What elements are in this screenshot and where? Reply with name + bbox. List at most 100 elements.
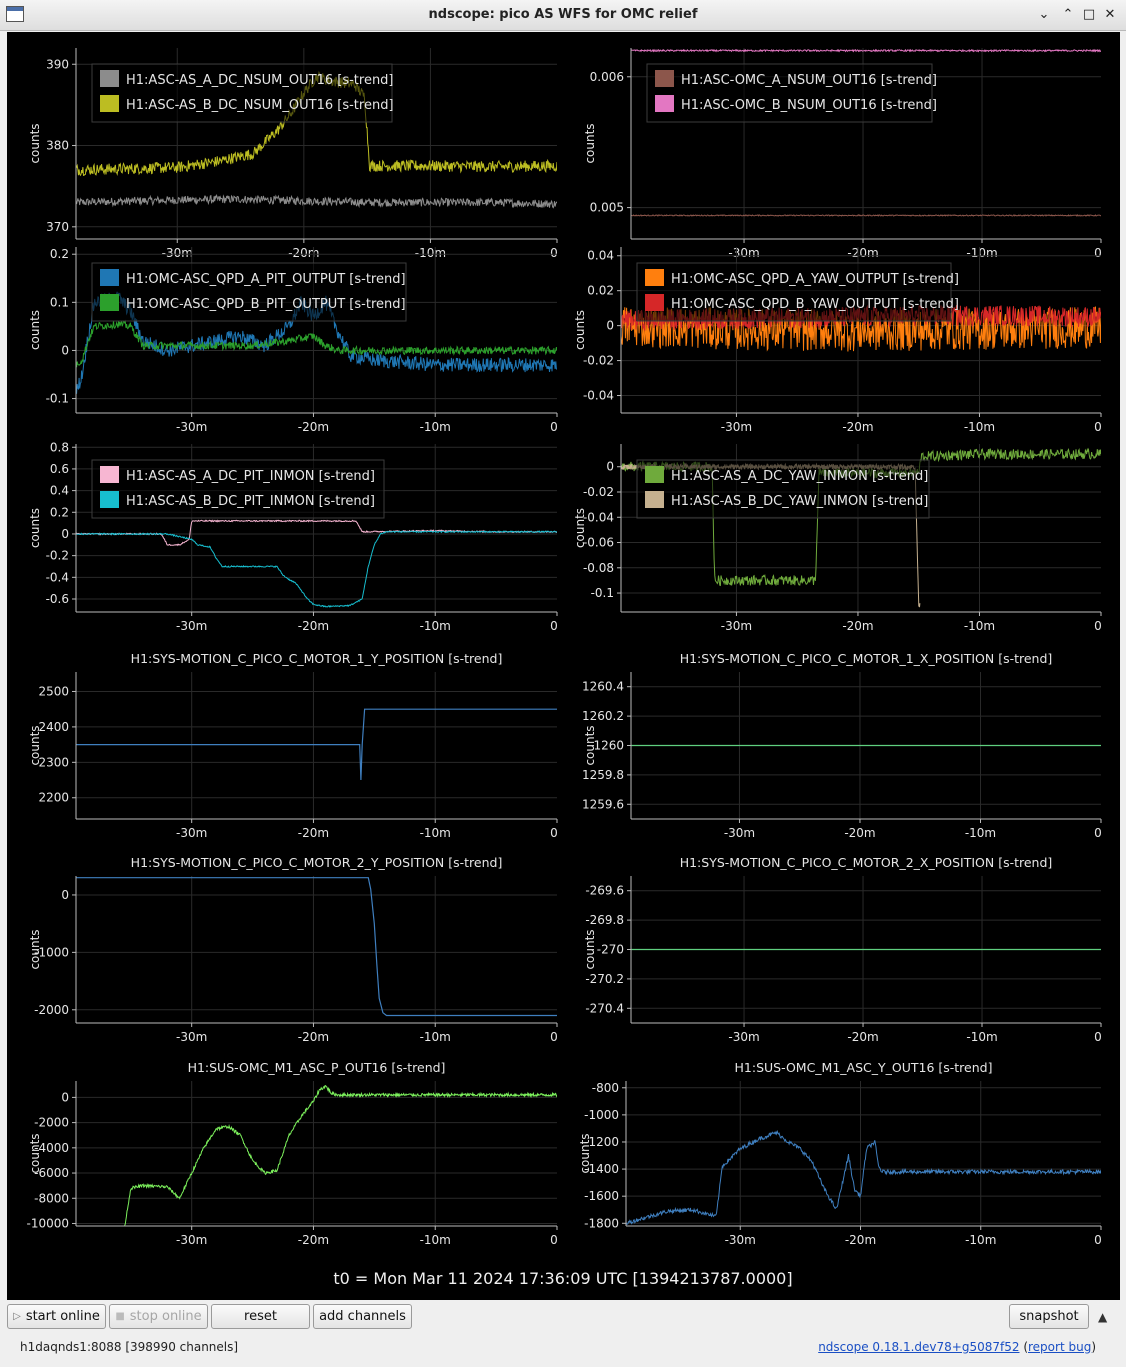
chart-7[interactable]: -30m -20m -10m 0 1259.6 1259.8 1260 1260.2 1260.… <box>582 651 1102 840</box>
series-line-8-0 <box>76 877 557 1017</box>
menu-chevron-icon[interactable]: ⌄ <box>1038 7 1050 22</box>
chart-9[interactable]: -30m -20m -10m 0 -270.4 -270.2 -270 -269.8 -269.… <box>583 855 1102 1044</box>
legend-swatch <box>645 294 664 311</box>
chart-8[interactable]: -30m -20m -10m 0 -2000 -1000 0 counts H1:SYS-MOT… <box>28 855 558 1044</box>
y-tick-label: -0.02 <box>583 354 614 368</box>
x-tick-label: 0 <box>550 246 558 260</box>
x-tick-label: -10m <box>964 619 995 633</box>
x-tick-label: -10m <box>415 246 446 260</box>
y-axis-label: counts <box>578 1133 592 1173</box>
y-axis-label: counts <box>28 123 42 163</box>
x-tick-label: -20m <box>845 1233 876 1247</box>
y-tick-label: -269.6 <box>585 884 624 898</box>
chart-title: H1:SYS-MOTION_C_PICO_C_MOTOR_2_X_POSITIO… <box>680 855 1053 870</box>
t0-label: t0 = Mon Mar 11 2024 17:36:09 UTC [13942… <box>333 1269 792 1288</box>
version-link[interactable]: ndscope 0.18.1.dev78+g5087f52 <box>818 1340 1020 1354</box>
legend-label: H1:ASC-AS_A_DC_PIT_INMON [s-trend] <box>126 469 375 484</box>
chart-5[interactable]: -30m -20m -10m 0 -0.1 -0.08 -0.06 -0.04 -0.02 0 co… <box>573 444 1102 633</box>
x-tick-label: -20m <box>847 246 878 260</box>
chart-1[interactable]: -30m -20m -10m 0 0.005 0.006 counts H1:ASC-OMC_… <box>583 48 1102 260</box>
chart-6[interactable]: -30m -20m -10m 0 2200 2300 2400 2500 counts H1:SY… <box>28 651 558 840</box>
y-tick-label: -4000 <box>34 1141 69 1155</box>
y-tick-label: 0 <box>61 888 69 902</box>
plot-canvas[interactable]: -30m -20m -10m 0 370 380 390 counts H1:ASC-AS_A_… <box>7 32 1120 1300</box>
x-tick-label: 0 <box>1094 826 1102 840</box>
y-tick-label: -0.4 <box>46 570 69 584</box>
x-tick-label: -10m <box>420 420 451 434</box>
y-tick-label: -6000 <box>34 1166 69 1180</box>
y-tick-label: -10000 <box>26 1216 69 1230</box>
collapse-arrow-icon[interactable]: ▲ <box>1098 1310 1108 1324</box>
add-channels-button[interactable]: add channels <box>313 1304 412 1329</box>
legend-label: H1:OMC-ASC_QPD_A_YAW_OUTPUT [s-trend] <box>671 272 959 287</box>
start-online-button[interactable]: ▷ start online <box>7 1304 106 1329</box>
x-tick-label: -20m <box>298 826 329 840</box>
chart-3[interactable]: -30m -20m -10m 0 -0.04 -0.02 0 0.02 0.04 counts H1… <box>573 247 1102 434</box>
y-tick-label: -0.6 <box>46 592 69 606</box>
y-tick-label: 2500 <box>38 684 69 698</box>
y-tick-label: 1259.8 <box>582 768 624 782</box>
chart-11[interactable]: -30m -20m -10m 0 -1800 -1600 -1400 -1200 -1000 -8… <box>578 1060 1102 1247</box>
y-axis-label: counts <box>28 508 42 548</box>
x-tick-label: -10m <box>420 826 451 840</box>
y-tick-label: 2300 <box>38 755 69 769</box>
x-tick-label: -10m <box>966 246 997 260</box>
legend-swatch <box>100 95 119 112</box>
chart-title: H1:SUS-OMC_M1_ASC_Y_OUT16 [s-trend] <box>735 1060 993 1075</box>
x-tick-label: 0 <box>550 1233 558 1247</box>
y-tick-label: 0 <box>606 319 614 333</box>
plot-grid[interactable]: -30m -20m -10m 0 370 380 390 counts H1:ASC-AS_A_… <box>7 32 1120 1300</box>
y-tick-label: -270 <box>597 943 624 957</box>
y-tick-label: -270.4 <box>585 1001 624 1015</box>
y-tick-label: 390 <box>46 57 69 71</box>
report-bug-link[interactable]: report bug <box>1028 1340 1092 1354</box>
x-tick-label: -30m <box>728 246 759 260</box>
x-tick-label: -30m <box>721 619 752 633</box>
legend-box <box>646 63 933 123</box>
x-tick-label: -10m <box>420 1030 451 1044</box>
status-bar: h1daqnds1:8088 [398990 channels] ndscope… <box>0 1334 1126 1367</box>
y-tick-label: 0 <box>61 343 69 357</box>
legend-swatch <box>100 466 119 483</box>
y-tick-label: 380 <box>46 139 69 153</box>
legend-label: H1:OMC-ASC_QPD_B_YAW_OUTPUT [s-trend] <box>671 297 959 312</box>
x-tick-label: 0 <box>1094 420 1102 434</box>
legend-label: H1:OMC-ASC_QPD_A_PIT_OUTPUT [s-trend] <box>126 272 406 287</box>
start-online-label: start online <box>25 1309 100 1324</box>
legend-swatch <box>655 95 674 112</box>
y-axis-label: counts <box>28 725 42 765</box>
legend-swatch <box>100 269 119 286</box>
legend-box <box>91 459 385 519</box>
legend-swatch <box>645 491 664 508</box>
x-tick-label: 0 <box>550 1030 558 1044</box>
y-tick-label: 0.2 <box>50 505 69 519</box>
legend-box <box>636 262 952 322</box>
close-icon[interactable]: ✕ <box>1104 7 1116 22</box>
x-tick-label: -10m <box>965 1233 996 1247</box>
x-tick-label: -30m <box>176 1030 207 1044</box>
chart-4[interactable]: -30m -20m -10m 0 -0.6 -0.4 -0.2 0 0.2 0.4 0.6 0.8 co… <box>28 440 558 633</box>
y-tick-label: 0 <box>61 1090 69 1104</box>
x-tick-label: -30m <box>725 1233 756 1247</box>
chart-0[interactable]: -30m -20m -10m 0 370 380 390 counts H1:ASC-AS_A_… <box>28 48 558 260</box>
minimize-icon[interactable]: ⌃ <box>1062 7 1074 22</box>
maximize-icon[interactable]: □ <box>1082 7 1096 22</box>
chart-10[interactable]: -30m -20m -10m 0 -10000 -8000 -6000 -4000 -2000 0… <box>26 1060 557 1247</box>
x-tick-label: -20m <box>842 619 873 633</box>
x-tick-label: -20m <box>847 1030 878 1044</box>
x-tick-label: -30m <box>176 1233 207 1247</box>
y-tick-label: -2000 <box>34 1116 69 1130</box>
legend-label: H1:ASC-OMC_A_NSUM_OUT16 [s-trend] <box>681 73 937 88</box>
y-tick-label: -1200 <box>584 1135 619 1149</box>
reset-button[interactable]: reset <box>211 1304 310 1329</box>
legend-box <box>91 63 393 123</box>
x-tick-label: 0 <box>1094 619 1102 633</box>
snapshot-button[interactable]: snapshot <box>1009 1304 1089 1329</box>
y-tick-label: 0.02 <box>587 284 614 298</box>
y-tick-label: -0.08 <box>583 561 614 575</box>
y-tick-label: -800 <box>592 1081 619 1095</box>
y-tick-label: 1260.4 <box>582 680 624 694</box>
series-line-11-0 <box>626 1129 1101 1225</box>
chart-2[interactable]: -30m -20m -10m 0 -0.1 0 0.1 0.2 counts H1:OMC-ASC… <box>28 247 558 434</box>
app-window-icon <box>6 6 24 22</box>
